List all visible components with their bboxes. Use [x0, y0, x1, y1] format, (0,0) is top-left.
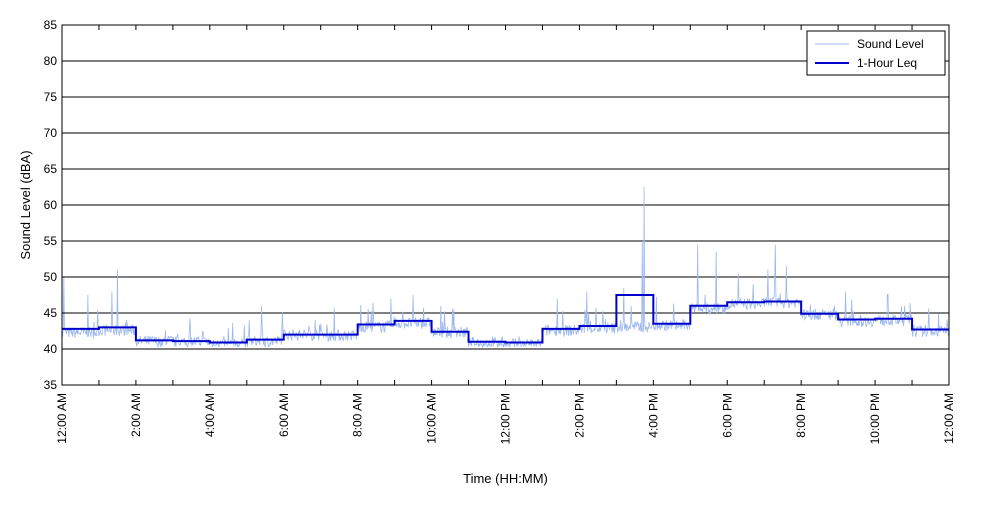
x-tick-label: 12:00 PM [499, 393, 513, 444]
x-tick-label: 10:00 PM [868, 393, 882, 444]
x-tick-label: 4:00 PM [646, 393, 660, 438]
y-tick-label: 85 [44, 18, 58, 32]
y-tick-label: 50 [44, 270, 58, 284]
series-1-hour-leq [62, 294, 949, 344]
x-tick-label: 10:00 AM [425, 393, 439, 444]
y-tick-label: 45 [44, 306, 58, 320]
x-tick-label: 8:00 AM [351, 393, 365, 437]
x-axis-label: Time (HH:MM) [463, 471, 548, 486]
y-tick-label: 60 [44, 198, 58, 212]
x-tick-label: 6:00 AM [277, 393, 291, 437]
x-tick-label: 2:00 PM [572, 393, 586, 438]
legend-label-sound-level: Sound Level [857, 37, 924, 51]
y-tick-label: 55 [44, 234, 58, 248]
x-tick-label: 4:00 AM [203, 393, 217, 437]
y-tick-label: 80 [44, 54, 58, 68]
y-tick-label: 40 [44, 342, 58, 356]
x-tick-label: 6:00 PM [720, 393, 734, 438]
grid [62, 60, 949, 350]
x-tick-label: 2:00 AM [129, 393, 143, 437]
ticks: 35 40 45 50 55 60 65 70 75 80 85 12:00 AM 2:00 AM 4:0… [44, 18, 956, 444]
y-tick-label: 75 [44, 90, 58, 104]
y-tick-label: 65 [44, 162, 58, 176]
legend-box [806, 30, 946, 76]
x-tick-label: 8:00 PM [794, 393, 808, 438]
y-axis-label: Sound Level (dBA) [18, 150, 33, 259]
x-tick-label: 12:00 AM [55, 393, 69, 444]
y-tick-label: 70 [44, 126, 58, 140]
x-tick-label: 12:00 AM [942, 393, 956, 444]
legend-label-leq: 1-Hour Leq [857, 56, 917, 70]
series-layer [61, 186, 950, 349]
legend: Sound Level 1-Hour Leq [806, 30, 946, 76]
y-tick-label: 35 [44, 378, 58, 392]
